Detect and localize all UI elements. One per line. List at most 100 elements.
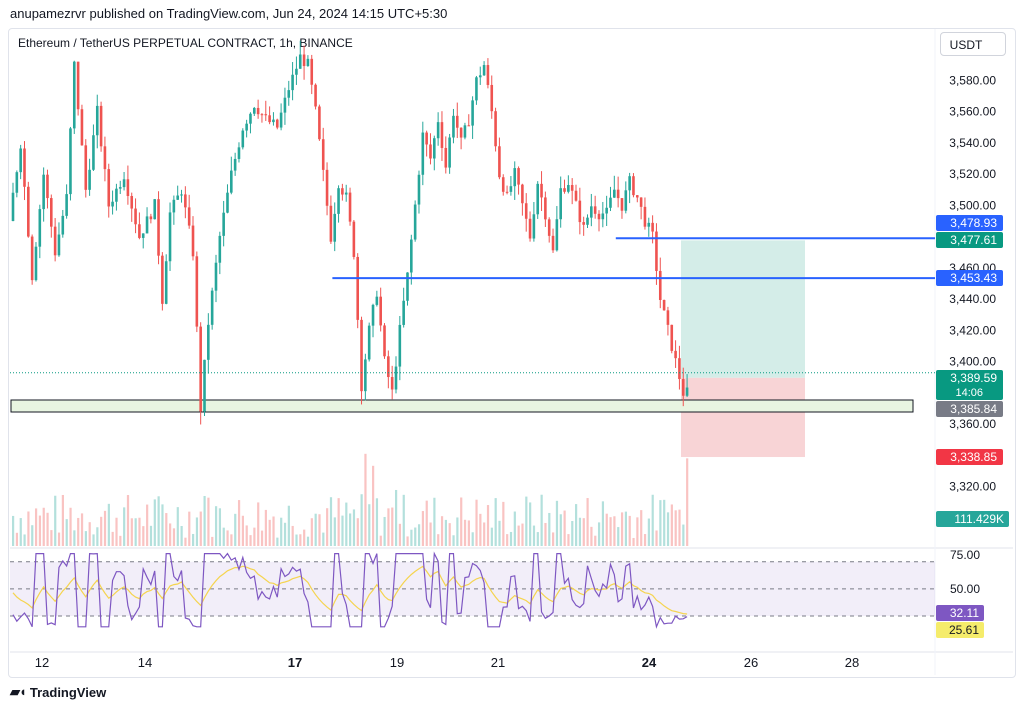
volume-bar [195,517,199,546]
candle-body [570,185,574,191]
volume-bar [42,507,45,546]
candle-body [360,319,363,392]
candle-body [486,65,490,85]
candle-body [563,188,566,192]
volume-bar [414,527,417,546]
candle-body [187,207,191,226]
candle-body [471,100,474,126]
volume-bar [123,507,126,546]
volume-bar [525,496,528,546]
volume-bar [341,515,344,546]
volume-bar [115,517,118,546]
candle-body [61,215,65,235]
volume-bar [176,507,179,546]
rsi-ma-bg [936,622,984,638]
volume-bar [188,511,191,546]
volume-bar [590,526,593,546]
candle-body [662,300,666,311]
candle-body [50,198,53,227]
candle-body [19,148,22,173]
price-label-bg [936,401,1003,417]
candle-body [88,169,91,190]
candle-body [410,239,413,273]
volume-bar [165,513,168,546]
volume-bar [138,517,141,546]
candle-body [356,256,359,320]
volume-bar [34,508,38,546]
volume-bar [50,530,53,546]
candle-body [199,326,202,412]
volume-bar [494,498,497,546]
volume-bar [368,504,371,546]
volume-bar [287,505,290,546]
candle-body [655,231,658,271]
candle-body [210,290,214,325]
volume-bar [280,517,283,546]
candle-body [157,199,160,256]
candle-body [53,226,57,256]
candle-body [141,233,145,238]
volume-bar [498,520,501,546]
volume-bar [372,465,375,546]
candle-body [482,65,486,76]
candle-body [348,192,352,222]
volume-bar [594,535,597,546]
candle-body [207,324,210,360]
volume-bar [84,531,87,546]
volume-bar [582,518,585,546]
candle-body [241,130,245,148]
volume-bar [444,519,447,546]
candle-body [505,191,509,193]
volume-bar [73,530,76,546]
volume-bar [440,516,444,546]
candle-body [586,217,589,225]
candle-body [302,54,306,67]
volume-bar [437,534,440,546]
price-label: 3,477.61 [950,233,997,247]
volume-bar [609,517,612,546]
volume-bar [666,512,670,546]
candle-body [406,272,409,301]
volume-bar [237,500,241,546]
candle-body [42,174,45,210]
candle-body [134,208,137,225]
volume-bar [479,513,482,546]
candle-body [635,195,639,198]
volume-bar [655,530,658,546]
volume-bar [517,525,520,546]
rsi-axis-tick: 50.00 [950,582,980,596]
candle-body [436,122,440,139]
publisher-line: anupamezrvr published on TradingView.com… [10,6,448,21]
volume-bar [119,535,122,546]
volume-bar [452,535,455,546]
candle-body [69,128,72,195]
volume-bar [172,528,176,546]
volume-bar [467,520,470,546]
candle-body [544,197,547,220]
volume-bar [395,489,398,546]
candle-body [448,137,451,168]
candle-body [574,190,578,201]
currency-selector[interactable]: USDT [940,32,1006,56]
volume-bar [540,494,543,546]
volume-bar [601,501,605,546]
volume-bar [506,534,509,546]
volume-bar [107,503,110,546]
volume-bar [383,516,386,546]
candle-body [670,324,674,351]
volume-bar [257,502,260,546]
volume-bar [375,498,379,546]
volume-bar [391,507,394,546]
volume-bar [620,512,624,546]
candle-body [521,184,524,204]
price-label: 3,338.85 [950,450,997,464]
candle-body [318,106,321,140]
candle-body [509,186,513,192]
volume-bar [276,537,279,546]
volume-bar [264,509,267,546]
candle-body [547,219,551,236]
candle-body [463,125,467,138]
rsi-ma-label: 25.61 [949,623,979,637]
volume-bar [532,525,536,546]
